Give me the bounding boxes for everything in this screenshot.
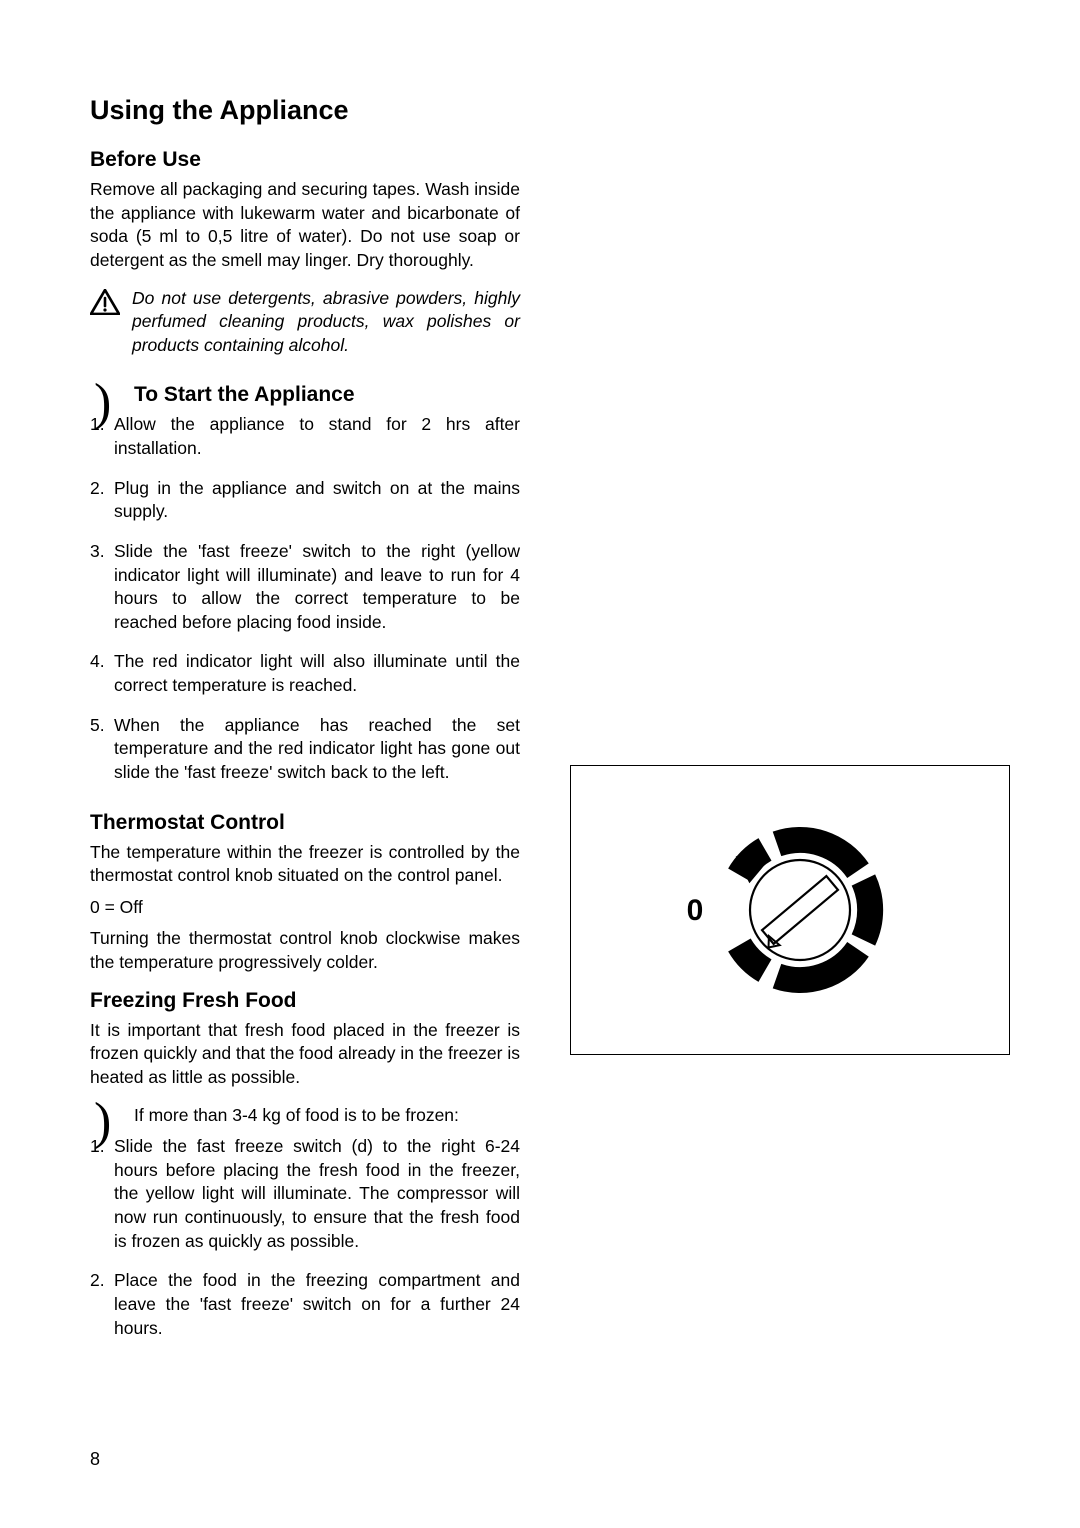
thermostat-dial-figure: 0 bbox=[570, 765, 1010, 1055]
freezing-note-block: ) If more than 3-4 kg of food is to be f… bbox=[90, 1104, 520, 1128]
list-item: The red indicator light will also illumi… bbox=[90, 650, 520, 697]
before-use-paragraph: Remove all packaging and securing tapes.… bbox=[90, 178, 520, 273]
warning-icon bbox=[90, 289, 120, 320]
thermostat-off: 0 = Off bbox=[90, 896, 520, 920]
freezing-heading: Freezing Fresh Food bbox=[90, 989, 520, 1013]
right-column: 0 bbox=[570, 95, 990, 1356]
to-start-heading: To Start the Appliance bbox=[134, 383, 520, 407]
before-use-heading: Before Use bbox=[90, 148, 520, 172]
dial-zero-label: 0 bbox=[687, 894, 704, 927]
thermostat-para2: Turning the thermostat control knob cloc… bbox=[90, 927, 520, 974]
warning-text: Do not use detergents, abrasive powders,… bbox=[132, 287, 520, 358]
freezing-note: If more than 3-4 kg of food is to be fro… bbox=[134, 1104, 520, 1128]
thermostat-dial-icon: 0 bbox=[640, 795, 940, 1025]
thermostat-heading: Thermostat Control bbox=[90, 811, 520, 835]
to-start-list: Allow the appliance to stand for 2 hrs a… bbox=[90, 413, 520, 784]
two-column-layout: Using the Appliance Before Use Remove al… bbox=[90, 95, 990, 1356]
page: Using the Appliance Before Use Remove al… bbox=[0, 0, 1080, 1528]
freezing-intro: It is important that fresh food placed i… bbox=[90, 1019, 520, 1090]
list-item: Slide the 'fast freeze' switch to the ri… bbox=[90, 540, 520, 635]
list-item: Plug in the appliance and switch on at t… bbox=[90, 477, 520, 524]
list-item: When the appliance has reached the set t… bbox=[90, 714, 520, 785]
page-title: Using the Appliance bbox=[90, 95, 520, 126]
page-number: 8 bbox=[90, 1449, 100, 1470]
freezing-list: Slide the fast freeze switch (d) to the … bbox=[90, 1135, 520, 1340]
list-item: Slide the fast freeze switch (d) to the … bbox=[90, 1135, 520, 1253]
list-item: Allow the appliance to stand for 2 hrs a… bbox=[90, 413, 520, 460]
list-item: Place the food in the freezing compartme… bbox=[90, 1269, 520, 1340]
to-start-section: ) To Start the Appliance bbox=[90, 383, 520, 407]
warning-callout: Do not use detergents, abrasive powders,… bbox=[90, 287, 520, 358]
left-column: Using the Appliance Before Use Remove al… bbox=[90, 95, 520, 1356]
thermostat-para1: The temperature within the freezer is co… bbox=[90, 841, 520, 888]
